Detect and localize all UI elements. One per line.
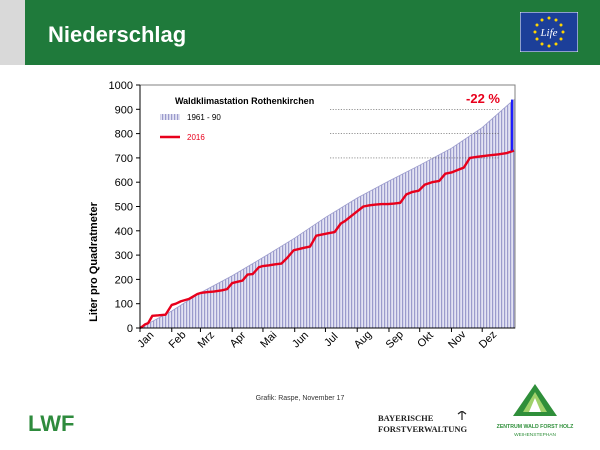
y-tick-label: 600	[115, 177, 133, 189]
x-tick-label: Dez	[477, 329, 499, 351]
x-tick-label: Jan	[135, 329, 156, 350]
x-tick-label: Okt	[415, 330, 436, 351]
series-area-1961-90	[139, 98, 515, 329]
difference-annotation: -22 %	[466, 91, 500, 106]
x-tick-label: Jun	[290, 329, 311, 350]
legend-label-normal: 1961 - 90	[187, 113, 221, 122]
x-tick-label: Aug	[352, 329, 374, 351]
zwfh-logo-line1: ZENTRUM WALD FORST HOLZ	[497, 424, 574, 430]
legend-label-2016: 2016	[187, 133, 205, 142]
zentrum-wald-forst-holz-logo-icon: ZENTRUM WALD FORST HOLZ WEIHENSTEPHAN	[497, 384, 574, 438]
y-axis-label: Liter pro Quadratmeter	[88, 201, 100, 322]
x-tick-label: Nov	[446, 328, 469, 351]
life-logo-text: Life	[539, 27, 557, 39]
legend-swatch-normal	[160, 114, 180, 120]
y-tick-label: 800	[115, 129, 133, 141]
y-tick-label: 200	[115, 274, 133, 286]
bfv-logo-line1: BAYERISCHE	[378, 413, 434, 423]
y-tick-label: 0	[127, 323, 133, 335]
y-tick-label: 500	[115, 202, 133, 214]
chart-title: Waldklimastation Rothenkirchen	[175, 96, 314, 106]
page-title: Niederschlag	[48, 22, 187, 47]
y-tick-label: 1000	[109, 80, 133, 92]
x-tick-label: Mai	[258, 329, 279, 350]
y-tick-label: 900	[115, 104, 133, 116]
precipitation-chart: 0 100 200 300 400 500 600 700 800 900 1000 Jan Feb Mr…	[88, 80, 516, 351]
y-tick-label: 100	[115, 299, 133, 311]
x-tick-label: Jul	[322, 331, 340, 349]
y-tick-label: 700	[115, 153, 133, 165]
x-tick-label: Sep	[384, 329, 406, 351]
y-tick-label: 400	[115, 226, 133, 238]
x-tick-label: Feb	[167, 329, 189, 351]
chart-credit: Grafik: Raspe, November 17	[255, 395, 345, 402]
header-bar	[25, 0, 600, 65]
bayerische-forstverwaltung-logo-icon: BAYERISCHE FORSTVERWALTUNG	[378, 411, 468, 434]
x-tick-label: Apr	[228, 329, 249, 350]
chart-legend: 1961 - 90 2016	[160, 113, 221, 142]
eu-life-logo-icon: Life	[520, 12, 578, 52]
x-tick-label: Mrz	[196, 329, 217, 350]
lwf-logo-icon: LWF	[28, 411, 74, 434]
y-tick-label: 300	[115, 250, 133, 262]
header-sidebar-strip	[0, 0, 25, 65]
zwfh-logo-line2: WEIHENSTEPHAN	[514, 432, 556, 438]
bfv-logo-line2: FORSTVERWALTUNG	[378, 424, 468, 434]
lwf-logo-text: LWF	[28, 411, 74, 434]
series-line-2016	[139, 149, 515, 330]
